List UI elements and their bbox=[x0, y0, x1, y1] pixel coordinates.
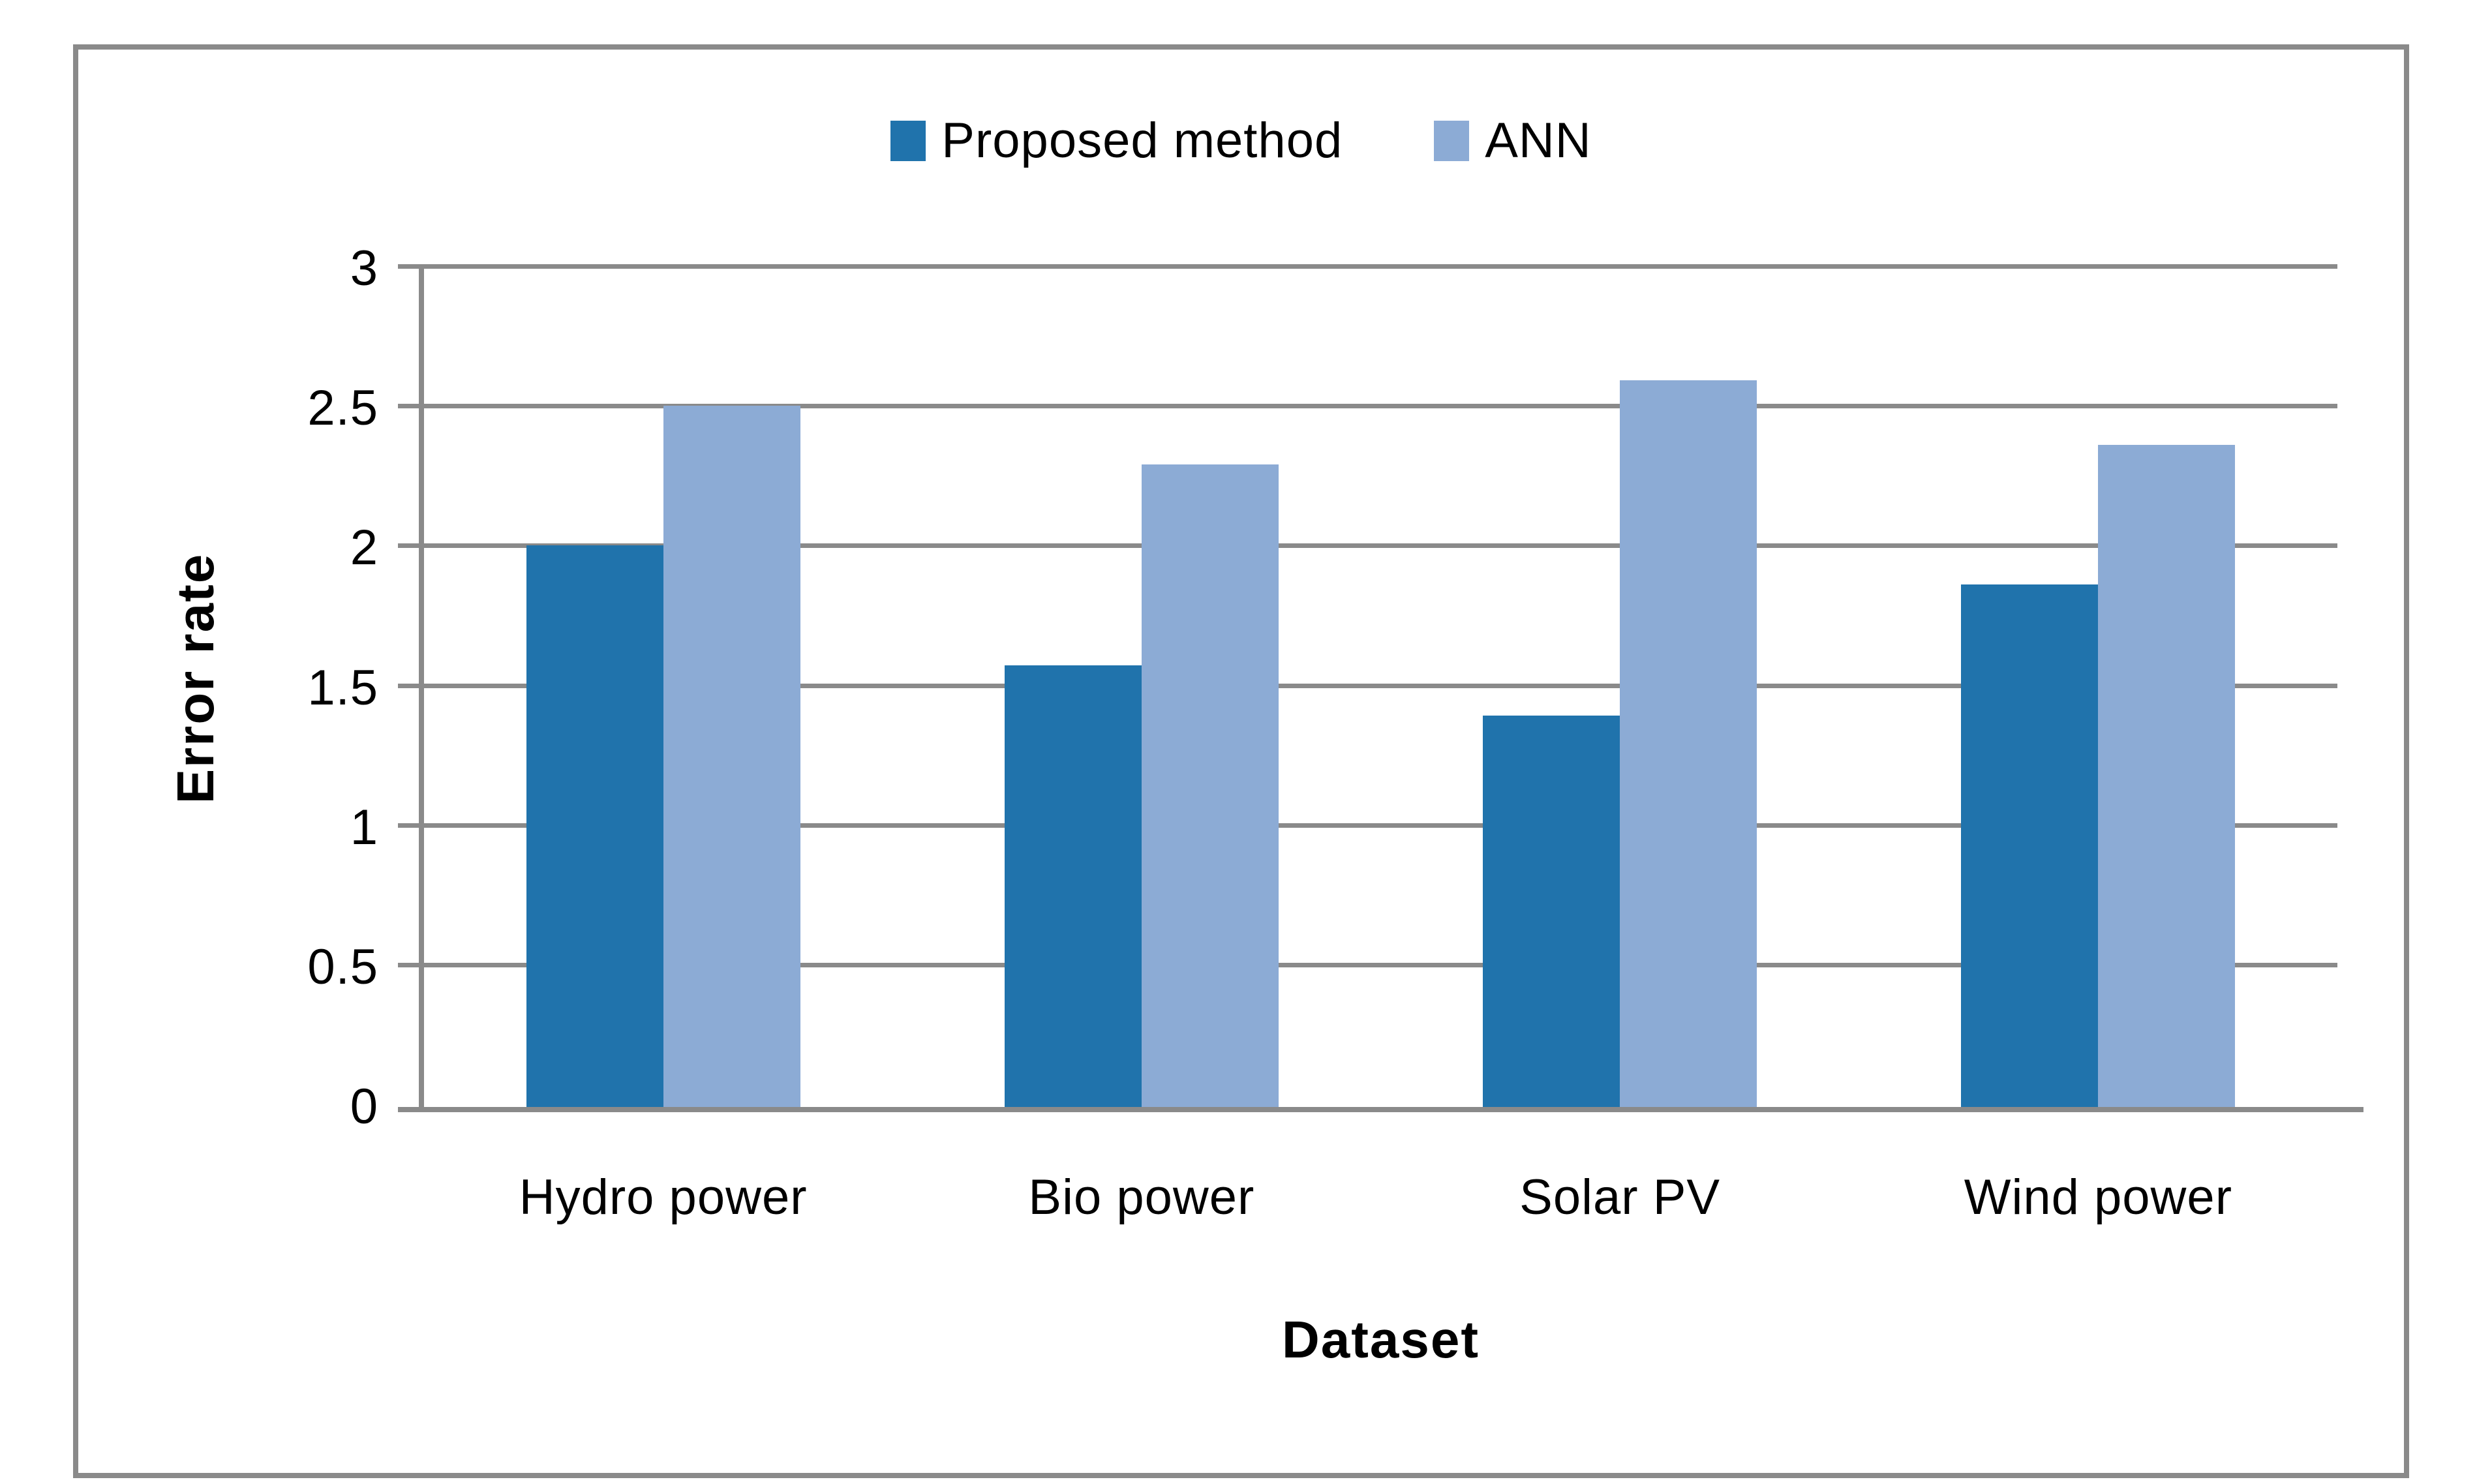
bar-proposed-method-hydro-power bbox=[526, 545, 663, 1107]
bar-proposed-method-bio-power bbox=[1004, 665, 1142, 1107]
y-tick-label-2: 2 bbox=[350, 520, 378, 576]
y-tick-mark-0.5 bbox=[398, 962, 429, 967]
y-tick-label-1.5: 1.5 bbox=[307, 659, 378, 716]
bars-layer bbox=[424, 269, 2337, 1107]
bar-group-hydro-power bbox=[424, 269, 902, 1107]
y-tick-mark-2 bbox=[398, 543, 429, 549]
x-label-hydro-power: Hydro power bbox=[519, 1170, 808, 1225]
y-tick-mark-3 bbox=[398, 264, 429, 269]
y-tick-label-2.5: 2.5 bbox=[307, 380, 378, 436]
bar-proposed-method-solar-pv bbox=[1483, 716, 1620, 1107]
gridline-y-2 bbox=[424, 543, 2337, 549]
bar-ann-wind-power bbox=[2098, 444, 2236, 1107]
y-tick-label-0: 0 bbox=[350, 1079, 378, 1134]
legend-label-ann: ANN bbox=[1485, 113, 1592, 168]
x-axis-category-labels: Hydro power Bio power Solar PV Wind power bbox=[424, 1173, 2337, 1222]
y-axis-title: Error rate bbox=[166, 553, 224, 804]
bar-ann-bio-power bbox=[1141, 464, 1279, 1107]
y-tick-label-3: 3 bbox=[350, 241, 378, 296]
legend-swatch-ann-icon bbox=[1434, 121, 1470, 161]
bar-group-wind-power bbox=[1859, 269, 2337, 1107]
gridline-y-3 bbox=[424, 264, 2337, 269]
bar-group-bio-power bbox=[902, 269, 1380, 1107]
x-axis-title: Dataset bbox=[1281, 1310, 1480, 1369]
legend-label-proposed-method: Proposed method bbox=[941, 113, 1343, 168]
y-tick-mark-2.5 bbox=[398, 404, 429, 409]
y-tick-label-1: 1 bbox=[350, 799, 378, 855]
y-tick-mark-1.5 bbox=[398, 683, 429, 688]
x-axis-line bbox=[398, 1107, 2363, 1112]
x-label-wind-power: Wind power bbox=[1964, 1170, 2232, 1225]
bar-group-solar-pv bbox=[1381, 269, 1859, 1107]
y-tick-mark-1 bbox=[398, 823, 429, 828]
y-axis-line bbox=[419, 269, 424, 1112]
gridline-y-2.5 bbox=[424, 404, 2337, 409]
legend: Proposed method ANN bbox=[73, 116, 2409, 166]
bar-proposed-method-wind-power bbox=[1961, 584, 2099, 1107]
bar-ann-solar-pv bbox=[1620, 380, 1757, 1107]
gridline-y-1.5 bbox=[424, 683, 2337, 688]
gridline-y-0.5 bbox=[424, 962, 2337, 967]
x-label-bio-power: Bio power bbox=[1028, 1170, 1255, 1225]
y-tick-label-0.5: 0.5 bbox=[307, 939, 378, 995]
legend-item-proposed-method: Proposed method bbox=[890, 116, 1343, 166]
bar-ann-hydro-power bbox=[663, 405, 800, 1107]
gridline-y-1 bbox=[424, 823, 2337, 828]
legend-swatch-proposed-method-icon bbox=[890, 121, 926, 161]
legend-item-ann: ANN bbox=[1434, 116, 1591, 166]
plot-area bbox=[398, 264, 2363, 1112]
x-label-solar-pv: Solar PV bbox=[1519, 1170, 1721, 1225]
